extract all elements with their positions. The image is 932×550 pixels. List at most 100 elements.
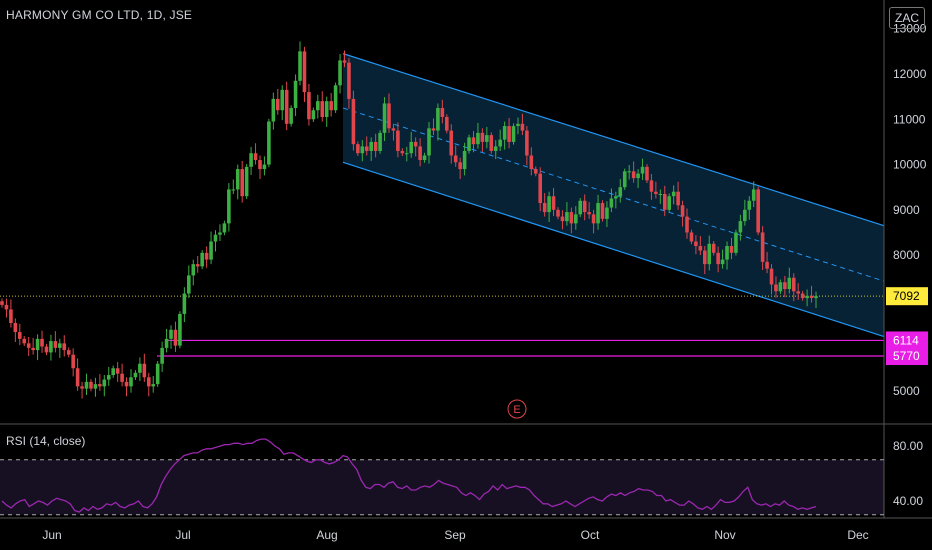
candle-body — [533, 169, 538, 174]
candle-body — [542, 203, 547, 213]
candle-body — [0, 301, 4, 305]
candle-body — [124, 381, 129, 387]
candle-body — [213, 234, 218, 242]
candle-body — [667, 196, 672, 210]
candle-body — [178, 313, 182, 346]
candle-body — [489, 135, 494, 151]
candle-body — [445, 117, 449, 131]
candle-body — [413, 141, 418, 147]
candle-body — [449, 130, 454, 156]
candle-body — [146, 377, 151, 387]
candle-body — [22, 338, 27, 344]
candle-body — [747, 200, 752, 210]
candle-body — [649, 180, 654, 192]
candle-body — [814, 296, 818, 299]
candle-body — [689, 232, 694, 242]
candle-body — [316, 101, 320, 111]
candle-body — [662, 193, 667, 210]
candle-body — [293, 80, 298, 108]
currency-button[interactable]: ZAC — [889, 7, 925, 29]
candle-body — [191, 264, 196, 276]
candle-body — [436, 107, 440, 131]
candle-body — [262, 164, 267, 170]
candle-body — [805, 295, 809, 299]
candle-body — [769, 268, 774, 285]
candle-body — [493, 146, 498, 151]
candle-body — [462, 150, 467, 170]
candle-body — [614, 196, 618, 199]
candle-body — [351, 98, 356, 145]
candle-body — [71, 354, 75, 369]
time-tick-label: Nov — [714, 528, 735, 542]
candle-body — [800, 293, 805, 299]
candle-body — [66, 350, 71, 355]
candle-body — [142, 363, 147, 378]
candle-body — [120, 373, 124, 382]
candle-body — [729, 246, 734, 253]
candle-body — [231, 189, 236, 191]
candle-body — [155, 363, 160, 385]
candle-body — [498, 139, 502, 147]
candle-body — [356, 144, 360, 154]
channel-upper-line — [342, 53, 885, 227]
candle-body — [720, 259, 725, 265]
candle-body — [280, 89, 285, 111]
candle-body — [115, 368, 120, 374]
earnings-marker: E — [507, 399, 527, 419]
support-label: 6114 — [893, 333, 919, 347]
candle-body — [102, 379, 107, 387]
candle-body — [302, 51, 307, 93]
price-tick-label: 11000 — [893, 112, 926, 126]
candle-body — [654, 191, 658, 194]
candle-body — [253, 153, 258, 161]
candle-body — [258, 160, 262, 170]
candle-body — [453, 155, 458, 163]
candle-body — [707, 243, 712, 265]
candle-body — [574, 214, 578, 224]
candle-body — [516, 123, 520, 127]
candle-body — [311, 110, 316, 120]
candle-body — [58, 343, 62, 348]
channel-mid-line — [342, 107, 885, 282]
time-tick-label: Jul — [175, 528, 190, 542]
candle-body — [596, 203, 600, 224]
candle-body — [685, 216, 689, 233]
candle-body — [204, 252, 209, 260]
candle-body — [364, 146, 369, 151]
last-price-label: 7092 — [893, 289, 920, 303]
candle-body — [605, 207, 609, 219]
candle-body — [600, 203, 605, 219]
candle-body — [551, 196, 556, 210]
candle-body — [591, 214, 596, 224]
candle-body — [240, 169, 244, 197]
rsi-panel: 80.00 40.00 — [0, 438, 923, 516]
candle-body — [98, 384, 102, 387]
candle-body — [333, 85, 338, 111]
candle-body — [711, 243, 716, 253]
candle-body — [458, 162, 462, 170]
candle-body — [129, 377, 133, 387]
candle-body — [618, 187, 623, 197]
candle-body — [40, 338, 44, 347]
candle-body — [529, 155, 534, 170]
candle-body — [467, 137, 471, 151]
candle-body — [658, 193, 663, 195]
candle-body — [195, 264, 200, 267]
support-badge — [886, 331, 928, 350]
candle-body — [324, 101, 329, 118]
candle-body — [743, 209, 747, 222]
candle-body — [582, 200, 587, 213]
candle-body — [809, 295, 814, 299]
candle-body — [480, 132, 485, 142]
time-tick-label: Dec — [847, 528, 868, 542]
candle-body — [485, 135, 489, 142]
candle-body — [31, 347, 35, 351]
rsi-line — [1, 438, 817, 513]
last-price-badge — [886, 287, 928, 306]
candles — [0, 41, 818, 399]
candle-body — [760, 232, 765, 262]
candle-body — [547, 196, 551, 213]
candle-body — [680, 205, 685, 217]
